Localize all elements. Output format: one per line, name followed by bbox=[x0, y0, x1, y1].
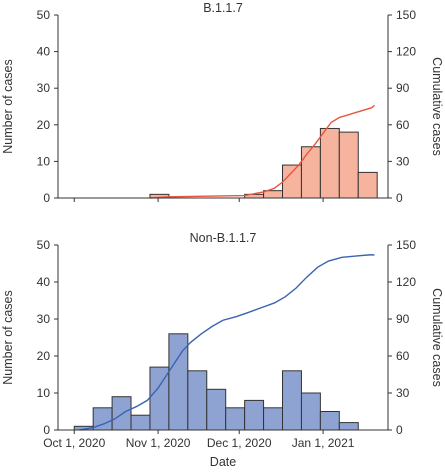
y2-tick-label: 30 bbox=[396, 386, 410, 400]
x-axis-title: Date bbox=[210, 455, 236, 469]
x-tick-label: Dec 1, 2020 bbox=[207, 436, 272, 450]
y2-tick-label: 90 bbox=[396, 312, 410, 326]
y2-tick-label: 60 bbox=[396, 118, 410, 132]
y2-tick-label: 90 bbox=[396, 81, 410, 95]
bar-13 bbox=[319, 411, 340, 431]
y2-axis-title: Cumulative cases bbox=[430, 288, 444, 387]
x-tick-label: Jan 1, 2021 bbox=[292, 436, 355, 450]
y2-tick-label: 150 bbox=[396, 238, 416, 252]
y-tick-label: 20 bbox=[37, 349, 51, 363]
y-tick-label: 0 bbox=[43, 191, 50, 205]
bar-12 bbox=[300, 392, 321, 431]
cumulative-line bbox=[149, 104, 375, 199]
x-tick-label: Oct 1, 2020 bbox=[43, 436, 105, 450]
bar-6 bbox=[187, 370, 208, 431]
y-tick-label: 10 bbox=[37, 386, 51, 400]
bar-10 bbox=[263, 407, 284, 431]
y2-tick-label: 120 bbox=[396, 275, 416, 289]
bar-2 bbox=[111, 396, 132, 431]
y2-tick-label: 60 bbox=[396, 349, 410, 363]
y2-tick-label: 150 bbox=[396, 8, 416, 22]
y-axis-title: Number of cases bbox=[1, 290, 15, 384]
chart-title: B.1.1.7 bbox=[203, 1, 243, 15]
y-tick-label: 20 bbox=[37, 118, 51, 132]
bar-4 bbox=[300, 146, 321, 199]
y2-tick-label: 0 bbox=[396, 191, 403, 205]
y2-axis-title: Cumulative cases bbox=[430, 57, 444, 156]
y-tick-label: 40 bbox=[37, 45, 51, 59]
chart-title: Non-B.1.1.7 bbox=[190, 231, 257, 245]
y-tick-label: 10 bbox=[37, 154, 51, 168]
y-tick-label: 30 bbox=[37, 81, 51, 95]
bar-7 bbox=[357, 171, 378, 199]
cumulative-line bbox=[79, 254, 375, 431]
y-tick-label: 50 bbox=[37, 238, 51, 252]
bar-7 bbox=[206, 388, 227, 431]
bar-2 bbox=[263, 190, 284, 199]
bar-6 bbox=[338, 131, 359, 199]
y-tick-label: 30 bbox=[37, 312, 51, 326]
y2-tick-label: 120 bbox=[396, 45, 416, 59]
bar-3 bbox=[130, 414, 151, 431]
bar-8 bbox=[225, 407, 246, 431]
y2-tick-label: 30 bbox=[396, 154, 410, 168]
y-tick-label: 50 bbox=[37, 8, 51, 22]
y-tick-label: 0 bbox=[43, 423, 50, 437]
bar-14 bbox=[338, 422, 359, 431]
bar-5 bbox=[319, 127, 340, 199]
x-tick-label: Nov 1, 2020 bbox=[126, 436, 191, 450]
bar-3 bbox=[282, 164, 302, 199]
y-axis-title: Number of cases bbox=[1, 59, 15, 153]
bar-9 bbox=[244, 399, 265, 431]
y2-tick-label: 0 bbox=[396, 423, 403, 437]
bar-11 bbox=[282, 370, 302, 431]
y-tick-label: 40 bbox=[37, 275, 51, 289]
